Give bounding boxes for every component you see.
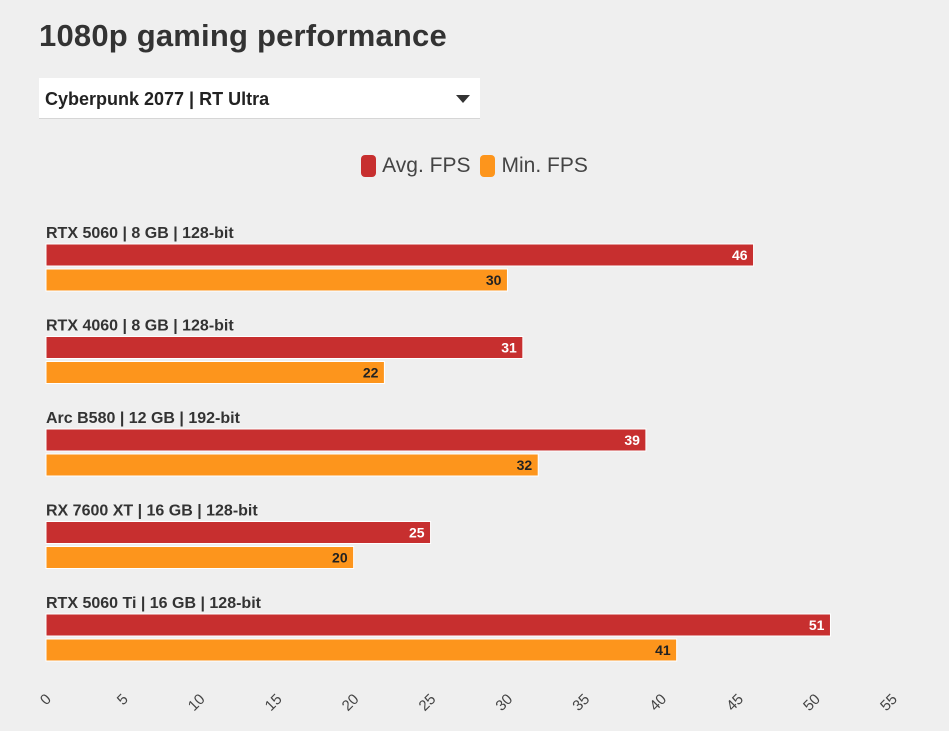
x-tick-label: 35 — [569, 691, 593, 715]
bar-min — [45, 453, 539, 477]
x-tick-label: 40 — [646, 691, 670, 715]
bar-avg — [45, 243, 755, 267]
dropdown-selected-value: Cyberpunk 2077 | RT Ultra — [45, 89, 270, 109]
bar-min — [45, 268, 508, 292]
bar-min — [45, 638, 678, 662]
legend-item-avg[interactable]: Avg. FPS — [361, 154, 470, 178]
x-tick-label: 45 — [723, 691, 747, 715]
x-tick-label: 25 — [416, 691, 440, 715]
category-label: Arc B580 | 12 GB | 192-bit — [46, 410, 241, 427]
bar-value-label: 46 — [732, 247, 748, 263]
bar-min — [45, 361, 385, 384]
game-setting-dropdown[interactable]: Cyberpunk 2077 | RT Ultra — [39, 78, 480, 119]
bar-value-label: 32 — [517, 457, 533, 473]
bar-avg — [45, 521, 432, 544]
bar-value-label: 31 — [501, 340, 517, 356]
x-tick-label: 10 — [185, 691, 209, 715]
bar-avg — [45, 336, 524, 359]
bar-value-label: 41 — [655, 642, 671, 658]
legend-item-min[interactable]: Min. FPS — [480, 154, 588, 178]
bar-avg — [45, 428, 647, 452]
bar-min — [45, 546, 355, 569]
bar-value-label: 39 — [624, 432, 640, 448]
bar-value-label: 51 — [809, 617, 825, 633]
category-label: RTX 4060 | 8 GB | 128-bit — [46, 318, 234, 335]
x-tick-label: 0 — [37, 691, 55, 709]
bar-value-label: 30 — [486, 272, 502, 288]
legend-label-min: Min. FPS — [501, 154, 588, 177]
legend-swatch-min — [480, 155, 496, 177]
legend-label-avg: Avg. FPS — [382, 154, 471, 177]
category-label: RTX 5060 Ti | 16 GB | 128-bit — [46, 595, 262, 612]
x-tick-label: 50 — [800, 691, 824, 715]
x-tick-label: 30 — [492, 691, 516, 715]
x-tick-label: 20 — [339, 691, 363, 715]
category-label: RTX 5060 | 8 GB | 128-bit — [46, 225, 234, 242]
legend-swatch-avg — [361, 155, 377, 177]
x-tick-label: 5 — [114, 691, 132, 709]
chart-title: 1080p gaming performance — [39, 18, 447, 53]
chart-legend: Avg. FPS Min. FPS — [0, 154, 949, 178]
bar-avg — [45, 613, 831, 637]
chevron-down-icon — [456, 95, 470, 103]
x-tick-label: 15 — [262, 691, 286, 715]
x-tick-label: 55 — [877, 691, 901, 715]
category-label: RX 7600 XT | 16 GB | 128-bit — [46, 503, 258, 520]
bar-value-label: 25 — [409, 525, 425, 541]
bar-value-label: 20 — [332, 550, 348, 566]
bar-value-label: 22 — [363, 365, 379, 381]
